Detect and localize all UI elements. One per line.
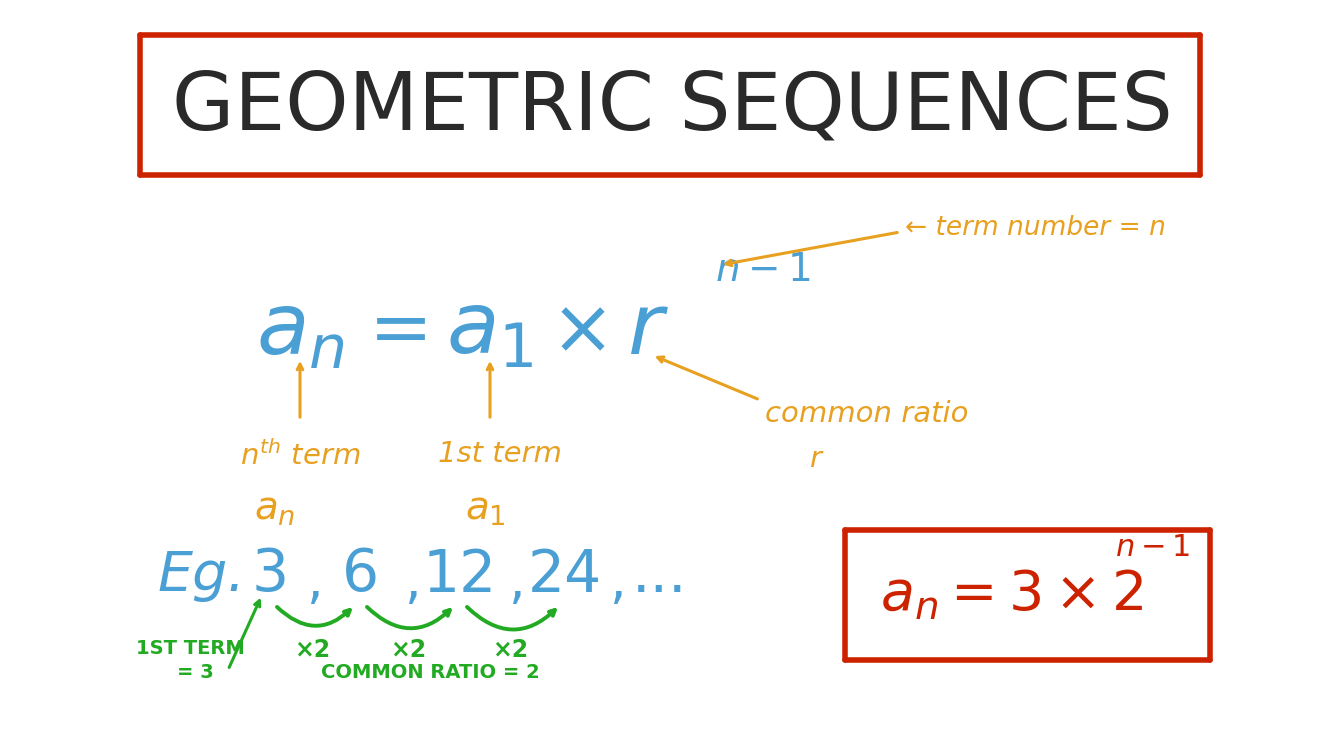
Text: 24: 24 [528, 547, 602, 603]
Text: $n-1$: $n-1$ [1116, 534, 1191, 562]
Text: $a_1$: $a_1$ [465, 490, 505, 528]
Text: $= 3 \times 2$: $= 3 \times 2$ [939, 568, 1144, 622]
Text: ×2: ×2 [492, 638, 528, 662]
Text: ,: , [610, 557, 626, 609]
Text: $=$: $=$ [353, 293, 426, 367]
Text: ...: ... [632, 547, 688, 603]
Text: 1st term: 1st term [438, 440, 562, 468]
Text: Eg.: Eg. [159, 549, 246, 602]
Text: 1ST TERM: 1ST TERM [136, 639, 245, 658]
Text: $a_n$: $a_n$ [254, 490, 296, 528]
Text: common ratio: common ratio [765, 400, 969, 428]
Text: $\times$: $\times$ [550, 293, 606, 367]
Text: ,: , [508, 557, 526, 609]
Text: ×2: ×2 [390, 638, 426, 662]
Text: COMMON RATIO = 2: COMMON RATIO = 2 [321, 662, 539, 681]
Text: ×2: ×2 [294, 638, 331, 662]
Text: r: r [810, 445, 823, 473]
Text: 12: 12 [423, 547, 497, 603]
Text: $a_1$: $a_1$ [446, 289, 534, 371]
Text: $a_n$: $a_n$ [255, 289, 344, 371]
Text: 6: 6 [341, 547, 379, 603]
Text: ,: , [405, 557, 421, 609]
Text: 3: 3 [251, 547, 289, 603]
Text: = 3: = 3 [176, 662, 214, 681]
Text: $r$: $r$ [628, 289, 669, 371]
Text: $n^{th}$ term: $n^{th}$ term [241, 440, 360, 470]
Text: ,: , [306, 557, 324, 609]
Text: ← term number = n: ← term number = n [905, 215, 1165, 241]
Text: $a_n$: $a_n$ [880, 568, 938, 622]
Text: $n-1$: $n-1$ [715, 251, 810, 289]
Text: GEOMETRIC SEQUENCES: GEOMETRIC SEQUENCES [172, 69, 1172, 147]
